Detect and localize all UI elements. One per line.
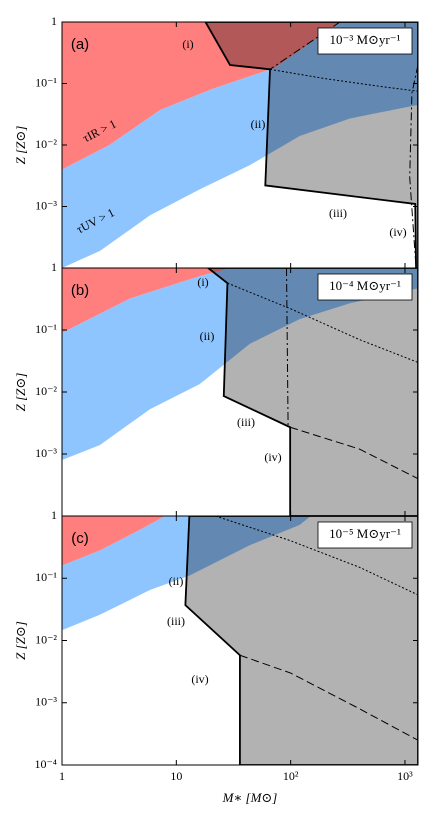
annotation: (ii) — [200, 329, 215, 343]
boundary-line — [239, 654, 418, 741]
panel-label: (b) — [71, 282, 89, 299]
region — [62, 516, 166, 566]
annotation: (i) — [182, 37, 193, 51]
annotation: (iv) — [264, 450, 281, 464]
rate-label: 10⁻⁴ M⊙yr⁻¹ — [329, 278, 401, 293]
region — [184, 516, 418, 765]
y-tick-label: 10⁻² — [35, 632, 57, 646]
rate-box — [317, 27, 413, 55]
panel-label: (a) — [71, 36, 89, 53]
y-axis-label: Z [Z⊙] — [13, 621, 28, 660]
region — [62, 268, 231, 333]
panel-label: (c) — [71, 530, 89, 547]
boundary-line — [286, 268, 289, 428]
plot-area — [62, 516, 418, 765]
x-tick-label: 10² — [283, 769, 299, 783]
y-tick-label: 10⁻³ — [35, 198, 57, 212]
annotation: (iii) — [237, 415, 255, 429]
y-tick-label: 10⁻² — [35, 137, 57, 151]
y-tick-label: 10⁻³ — [35, 446, 57, 460]
x-tick-label: 10 — [170, 769, 182, 783]
y-tick-label: 10⁻¹ — [35, 75, 57, 89]
annotation: (iii) — [167, 614, 185, 628]
boundary-line — [409, 64, 418, 268]
y-tick-label: 10⁻² — [35, 384, 57, 398]
y-tick-label: 1 — [51, 260, 57, 274]
rate-label: 10⁻³ M⊙yr⁻¹ — [329, 32, 400, 47]
boundary-line — [215, 516, 418, 596]
annotation: (iv) — [389, 225, 406, 239]
boundary-line — [227, 282, 418, 363]
x-axis-label: M∗ [M⊙] — [222, 790, 278, 805]
rate-label: 10⁻⁵ M⊙yr⁻¹ — [329, 526, 401, 541]
plot-area — [62, 22, 418, 268]
y-tick-label: 10⁻³ — [35, 695, 57, 709]
annotation: (i) — [197, 275, 208, 289]
y-axis-label: Z [Z⊙] — [13, 373, 28, 412]
y-tick-label: 1 — [51, 14, 57, 28]
y-tick-label: 10⁻⁴ — [34, 757, 57, 771]
region — [206, 268, 418, 516]
plot-area — [62, 268, 418, 516]
boundary-line — [269, 22, 341, 70]
y-axis-label: Z [Z⊙] — [13, 126, 28, 165]
y-tick-label: 10⁻¹ — [35, 570, 57, 584]
y-tick-label: 1 — [51, 508, 57, 522]
region — [204, 22, 418, 268]
annotation: (ii) — [251, 117, 266, 131]
x-tick-label: 1 — [59, 769, 65, 783]
region — [62, 22, 340, 170]
region — [62, 22, 418, 268]
annotation: (iii) — [329, 206, 347, 220]
boundary-line — [289, 426, 418, 480]
rate-box — [317, 521, 413, 549]
annotation: (ii) — [169, 574, 184, 588]
x-tick-label: 10³ — [397, 769, 413, 783]
y-tick-label: 10⁻¹ — [35, 322, 57, 336]
annotation: (iv) — [191, 672, 208, 686]
region — [62, 268, 418, 461]
rate-box — [317, 273, 413, 301]
